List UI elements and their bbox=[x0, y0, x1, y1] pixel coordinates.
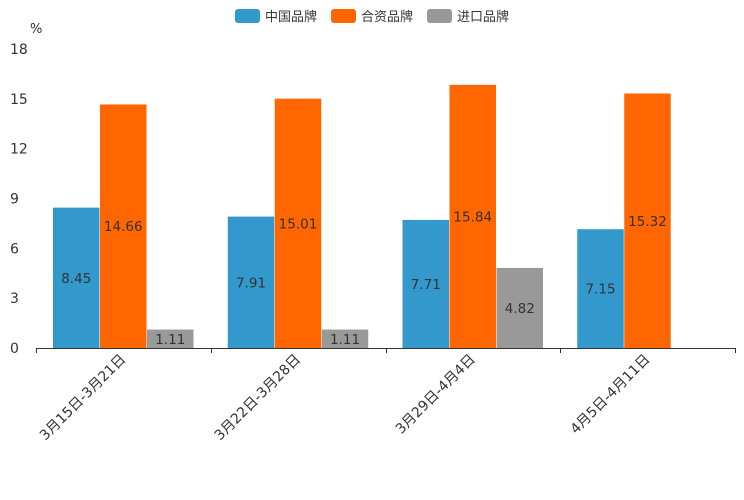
x-axis: 3月15日-3月21日 3月22日-3月28日 3月29日-4月4日 4月5日-4月1… bbox=[36, 348, 736, 444]
bar-value-label: 15.84 bbox=[453, 209, 492, 225]
legend-swatch bbox=[331, 9, 356, 23]
bar bbox=[321, 329, 369, 348]
bar bbox=[147, 329, 194, 348]
bar bbox=[496, 267, 543, 348]
bar-value-label: 7.91 bbox=[236, 275, 266, 291]
bar-value-label: 4.82 bbox=[505, 301, 535, 317]
y-tick-label: 15 bbox=[10, 92, 28, 108]
bar-value-label: 7.71 bbox=[411, 277, 441, 293]
bar bbox=[624, 93, 671, 348]
y-tick-label: 6 bbox=[10, 241, 19, 257]
x-tick-label: 3月22日-3月28日 bbox=[212, 352, 304, 444]
bar bbox=[449, 84, 496, 348]
legend-item[interactable]: 合资品牌 bbox=[331, 9, 413, 25]
x-tick-label: 4月5日-4月11日 bbox=[567, 352, 653, 438]
bar bbox=[402, 219, 449, 348]
bar bbox=[577, 229, 624, 348]
legend: 中国品牌 合资品牌 进口品牌 bbox=[235, 9, 509, 25]
y-axis-unit-label: % bbox=[30, 22, 42, 37]
y-tick-label: 3 bbox=[10, 291, 19, 307]
bar bbox=[53, 207, 100, 348]
x-tick-label: 3月29日-4月4日 bbox=[393, 352, 479, 438]
bar-value-label: 1.11 bbox=[330, 332, 360, 348]
bar-value-label: 15.32 bbox=[628, 214, 667, 230]
y-tick-label: 18 bbox=[10, 42, 28, 58]
bar-value-label: 7.15 bbox=[585, 282, 615, 298]
y-tick-label: 12 bbox=[10, 142, 28, 158]
bar-value-label: 15.01 bbox=[279, 216, 318, 232]
y-tick-label: 9 bbox=[10, 192, 19, 208]
legend-label: 合资品牌 bbox=[361, 9, 413, 25]
bar bbox=[274, 98, 322, 348]
legend-item[interactable]: 进口品牌 bbox=[427, 9, 509, 25]
bar-value-label: 14.66 bbox=[104, 219, 143, 235]
legend-label: 中国品牌 bbox=[265, 9, 317, 25]
legend-item[interactable]: 中国品牌 bbox=[235, 9, 317, 25]
bar-value-label: 8.45 bbox=[61, 271, 91, 287]
bar-value-label: 1.11 bbox=[155, 332, 185, 348]
legend-label: 进口品牌 bbox=[457, 9, 509, 25]
y-axis: 0 3 6 9 12 15 18 bbox=[10, 42, 28, 357]
legend-swatch bbox=[235, 9, 260, 23]
bar-series-group: 8.45 14.66 1.11 7.91 15.01 1.11 7.71 15.84 4.82 7… bbox=[53, 84, 671, 348]
legend-swatch bbox=[427, 9, 452, 23]
bar bbox=[100, 104, 147, 348]
bar bbox=[227, 216, 275, 348]
x-tick-label: 3月15日-3月21日 bbox=[37, 352, 129, 444]
y-tick-label: 0 bbox=[10, 341, 19, 357]
